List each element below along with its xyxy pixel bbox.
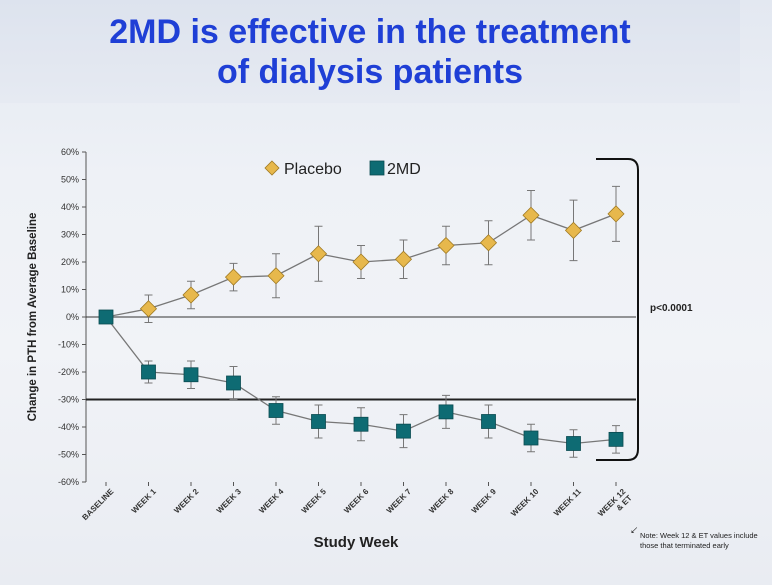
y-tick-label: -40% <box>58 422 79 432</box>
x-tick-label: WEEK 8 <box>427 487 455 515</box>
y-tick-label: -50% <box>58 450 79 460</box>
x-tick-label: WEEK 10 <box>509 487 541 519</box>
footnote: Note: Week 12 & ET values include those … <box>640 531 758 550</box>
y-tick-label: -30% <box>58 395 79 405</box>
y-tick-label: 50% <box>61 175 79 185</box>
y-tick-label: -60% <box>58 477 79 487</box>
title-line-1: 2MD is effective in the treatment <box>109 13 631 51</box>
significance-bracket <box>596 158 639 461</box>
y-tick-label: 30% <box>61 230 79 240</box>
placebo-point <box>139 300 158 318</box>
placebo-point <box>224 268 243 286</box>
placebo-point <box>437 236 455 255</box>
placebo-point <box>182 286 200 304</box>
treatment-point <box>311 414 326 429</box>
slide-title: 2MD is effective in the treatment of dia… <box>0 12 740 92</box>
y-tick-label: 0% <box>66 312 79 322</box>
x-tick-label: WEEK 5 <box>300 487 328 515</box>
y-tick-label: -10% <box>58 340 79 350</box>
title-band <box>0 0 740 103</box>
placebo-point <box>564 221 583 239</box>
legend-placebo-marker <box>264 160 280 176</box>
treatment-point <box>396 423 411 439</box>
x-tick-label: WEEK 9 <box>470 487 498 515</box>
placebo-point <box>479 234 498 252</box>
placebo-point <box>267 267 285 285</box>
y-axis-title: Change in PTH from Average Baseline <box>27 213 39 422</box>
x-tick-label: WEEK 2 <box>172 487 200 515</box>
placebo-point <box>309 245 328 263</box>
placebo-point <box>352 253 370 271</box>
legend-placebo-label: Placebo <box>284 161 342 178</box>
placebo-point <box>394 250 413 268</box>
p-value-annotation: p<0.0001 <box>650 303 693 314</box>
x-tick-label: WEEK 6 <box>342 487 370 515</box>
y-tick-label: 60% <box>61 147 79 157</box>
legend-2md-marker <box>369 160 385 176</box>
x-axis-title: Study Week <box>314 534 399 551</box>
x-tick-label: BASELINE <box>80 487 115 522</box>
x-tick-label: WEEK 1 <box>130 487 158 515</box>
treatment-point <box>481 414 496 429</box>
treatment-point <box>608 431 624 447</box>
y-tick-label: 20% <box>61 257 79 267</box>
x-tick-label: WEEK 4 <box>257 487 285 515</box>
x-tick-label: WEEK 11 <box>552 487 583 518</box>
treatment-point <box>566 436 581 451</box>
placebo-point <box>607 205 625 223</box>
placebo-point <box>522 206 540 224</box>
treatment-point <box>438 404 454 420</box>
treatment-point <box>523 430 539 446</box>
y-tick-label: 40% <box>61 202 79 212</box>
treatment-point <box>183 367 199 383</box>
x-tick-label: WEEK 7 <box>385 487 413 515</box>
treatment-point <box>353 416 369 432</box>
title-line-2: of dialysis patients <box>216 53 524 91</box>
treatment-point <box>98 309 114 325</box>
x-tick-label: WEEK 3 <box>215 487 243 515</box>
x-tick-label: WEEK 12& ET <box>596 487 634 525</box>
legend-2md-label: 2MD <box>387 161 421 178</box>
y-tick-label: -20% <box>58 367 79 377</box>
y-tick-label: 10% <box>61 285 79 295</box>
treatment-point <box>141 364 156 380</box>
treatment-point <box>268 403 284 418</box>
treatment-point <box>226 375 241 391</box>
